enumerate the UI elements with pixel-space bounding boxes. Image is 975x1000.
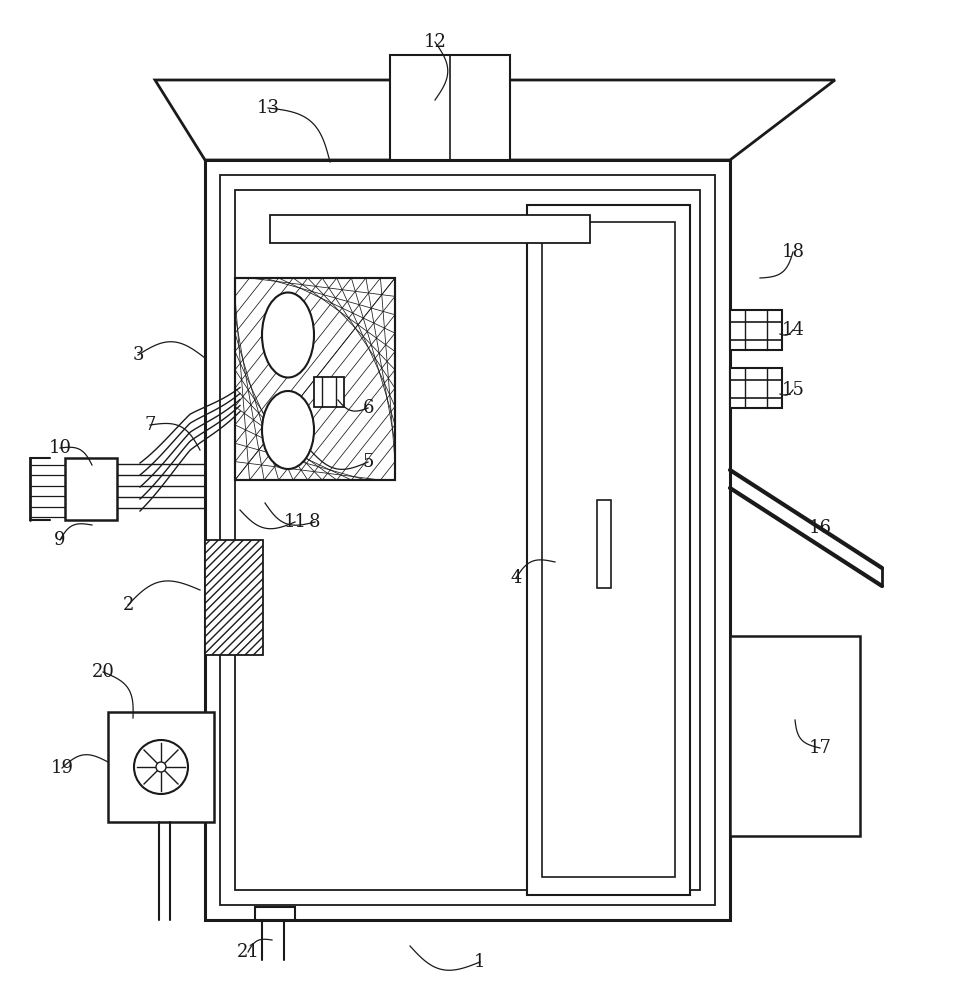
Text: 5: 5 [363,453,373,471]
Text: 16: 16 [808,519,832,537]
Text: 15: 15 [782,381,804,399]
Bar [597,500,611,588]
Text: 6: 6 [363,399,373,417]
Bar [390,55,510,160]
Text: 7: 7 [144,416,156,434]
Polygon shape [155,80,835,160]
Bar [205,160,730,920]
Bar [527,205,690,895]
Text: 10: 10 [49,439,71,457]
Text: 18: 18 [782,243,804,261]
Bar [542,222,675,877]
Text: 2: 2 [122,596,134,614]
Bar [65,458,117,520]
Text: 19: 19 [51,759,73,777]
Text: 8: 8 [309,513,321,531]
Text: 9: 9 [55,531,65,549]
Bar [314,377,344,407]
Circle shape [134,740,188,794]
Text: 11: 11 [284,513,306,531]
Bar [220,175,715,905]
Bar [235,278,395,480]
Bar [205,540,263,655]
Bar [235,278,395,480]
Bar [235,190,700,890]
Bar [255,907,295,920]
Text: 1: 1 [474,953,486,971]
Bar [730,310,782,350]
Text: 14: 14 [782,321,804,339]
Text: 13: 13 [256,99,280,117]
Text: 12: 12 [423,33,447,51]
Text: 21: 21 [237,943,259,961]
Ellipse shape [262,391,314,469]
Text: 4: 4 [510,569,522,587]
Text: 17: 17 [808,739,832,757]
Bar [270,215,590,243]
Text: 20: 20 [92,663,114,681]
Circle shape [156,762,166,772]
Ellipse shape [262,292,314,377]
Bar [108,712,214,822]
Bar [730,368,782,408]
Bar [730,636,860,836]
Text: 3: 3 [133,346,143,364]
